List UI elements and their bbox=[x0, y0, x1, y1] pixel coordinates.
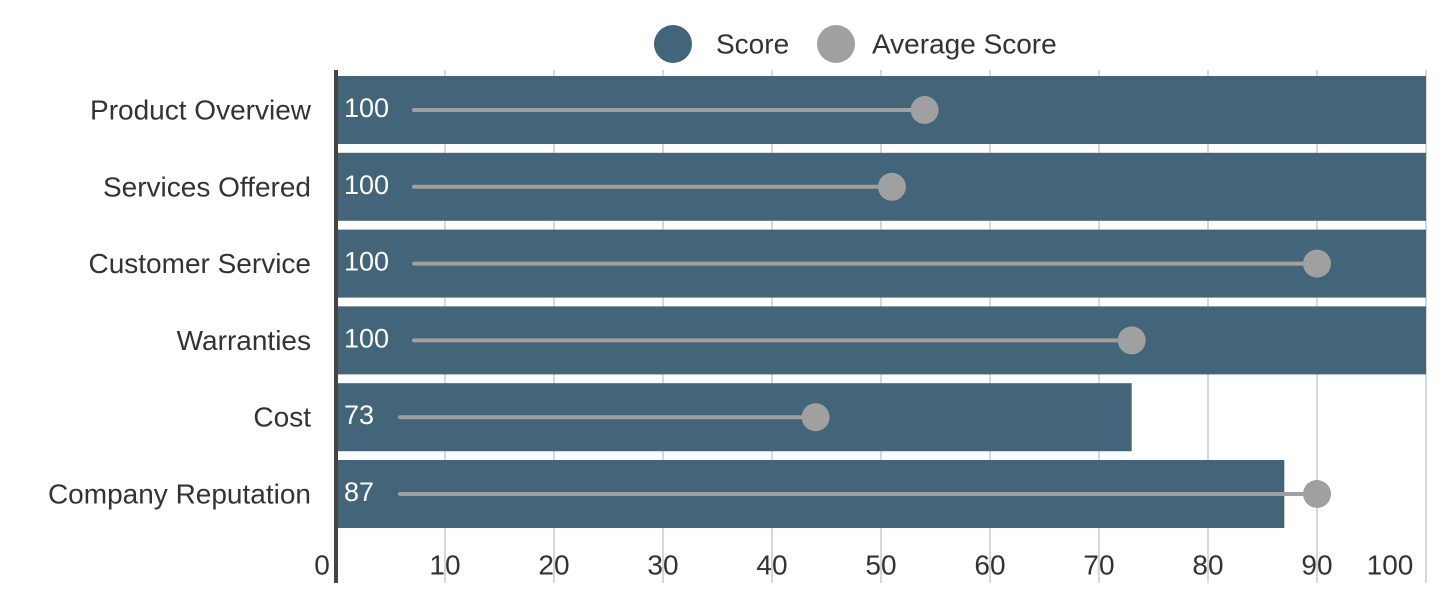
x-tick-label: 80 bbox=[1192, 550, 1223, 581]
legend-average-score-label: Average Score bbox=[872, 29, 1057, 60]
legend-score-marker bbox=[654, 25, 692, 63]
average-score-markers bbox=[398, 96, 1331, 508]
x-tick-label: 50 bbox=[865, 550, 896, 581]
value-labels: 100 100 100 100 73 87 bbox=[344, 93, 389, 507]
average-score-point bbox=[910, 96, 939, 124]
x-tick-label: 100 bbox=[1367, 550, 1414, 581]
score-value-label: 100 bbox=[344, 323, 389, 353]
category-label: Warranties bbox=[177, 325, 311, 356]
axes: Product Overview Services Offered Customer… bbox=[48, 70, 1413, 583]
average-score-point bbox=[1117, 326, 1146, 355]
x-tick-label: 60 bbox=[974, 550, 1005, 581]
average-score-point bbox=[801, 403, 830, 432]
average-score-point bbox=[1303, 480, 1331, 508]
legend: Score Average Score bbox=[654, 25, 1057, 63]
score-value-label: 73 bbox=[344, 400, 374, 430]
x-tick-label: 0 bbox=[314, 550, 330, 581]
legend-score-label: Score bbox=[716, 29, 789, 60]
category-label: Services Offered bbox=[103, 171, 311, 202]
score-value-label: 100 bbox=[344, 170, 389, 200]
x-tick-label: 70 bbox=[1083, 550, 1114, 581]
average-score-point bbox=[1303, 249, 1331, 278]
legend-average-score-marker bbox=[817, 25, 855, 63]
score-value-label: 100 bbox=[344, 247, 389, 277]
category-label: Customer Service bbox=[88, 248, 311, 279]
category-label: Cost bbox=[253, 402, 311, 433]
category-label: Company Reputation bbox=[48, 479, 311, 510]
score-value-label: 87 bbox=[344, 477, 374, 507]
x-tick-label: 20 bbox=[538, 550, 569, 581]
average-score-point bbox=[877, 172, 906, 201]
category-label: Product Overview bbox=[90, 95, 312, 126]
score-value-label: 100 bbox=[344, 93, 389, 123]
x-tick-label: 40 bbox=[756, 550, 787, 581]
x-tick-label: 10 bbox=[429, 550, 460, 581]
x-tick-label: 90 bbox=[1301, 550, 1332, 581]
x-tick-label: 30 bbox=[647, 550, 678, 581]
